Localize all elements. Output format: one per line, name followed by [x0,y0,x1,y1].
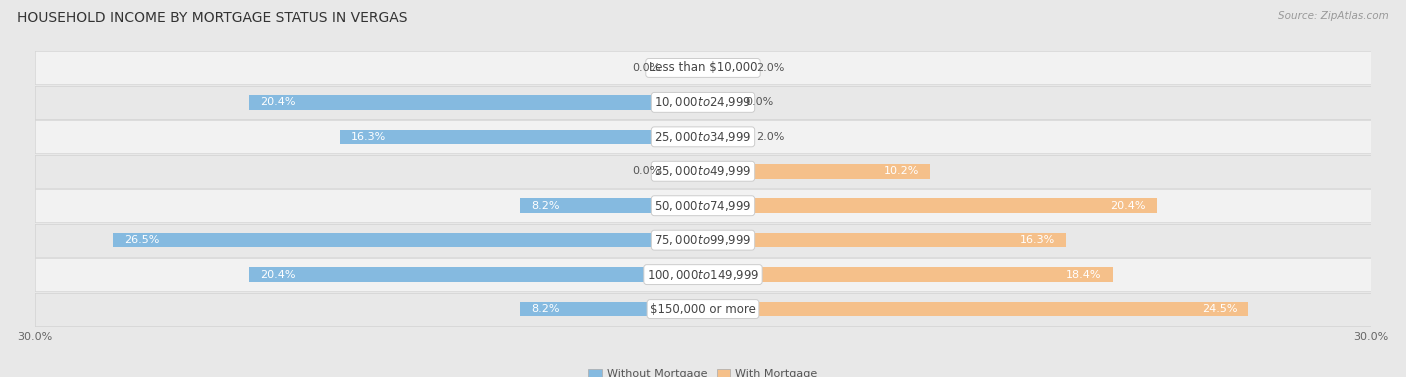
Text: $25,000 to $34,999: $25,000 to $34,999 [654,130,752,144]
Text: $35,000 to $49,999: $35,000 to $49,999 [654,164,752,178]
Bar [35,292,1371,326]
Text: Source: ZipAtlas.com: Source: ZipAtlas.com [1278,11,1389,21]
Text: 24.5%: 24.5% [1202,304,1237,314]
Bar [703,130,748,144]
Bar [249,95,703,110]
Bar [703,164,931,179]
Text: $150,000 or more: $150,000 or more [650,303,756,316]
Text: 0.0%: 0.0% [745,97,773,107]
Bar [703,302,1249,316]
Bar [703,233,1066,247]
Text: 2.0%: 2.0% [756,132,785,142]
Bar [520,198,703,213]
Text: 20.4%: 20.4% [260,270,295,280]
Text: HOUSEHOLD INCOME BY MORTGAGE STATUS IN VERGAS: HOUSEHOLD INCOME BY MORTGAGE STATUS IN V… [17,11,408,25]
Bar [35,85,1371,120]
Text: Less than $10,000: Less than $10,000 [648,61,758,74]
Bar [669,61,703,75]
Bar [35,257,1371,292]
Bar [703,267,1112,282]
Text: 10.2%: 10.2% [883,166,920,176]
Legend: Without Mortgage, With Mortgage: Without Mortgage, With Mortgage [583,365,823,377]
Text: 16.3%: 16.3% [352,132,387,142]
Text: 2.0%: 2.0% [756,63,785,73]
Bar [35,154,1371,188]
Text: 0.0%: 0.0% [633,63,661,73]
Bar [35,188,1371,223]
Text: $75,000 to $99,999: $75,000 to $99,999 [654,233,752,247]
Text: 20.4%: 20.4% [260,97,295,107]
Text: 20.4%: 20.4% [1111,201,1146,211]
Text: $100,000 to $149,999: $100,000 to $149,999 [647,268,759,282]
Bar [703,198,1157,213]
Bar [249,267,703,282]
Bar [520,302,703,316]
Bar [35,223,1371,257]
Bar [340,130,703,144]
Bar [669,164,703,179]
Text: 16.3%: 16.3% [1019,235,1054,245]
Text: $50,000 to $74,999: $50,000 to $74,999 [654,199,752,213]
Bar [703,95,737,110]
Text: 26.5%: 26.5% [124,235,159,245]
Text: 0.0%: 0.0% [633,166,661,176]
Text: $10,000 to $24,999: $10,000 to $24,999 [654,95,752,109]
Bar [703,61,748,75]
Text: 8.2%: 8.2% [531,304,560,314]
Text: 8.2%: 8.2% [531,201,560,211]
Bar [35,51,1371,85]
Bar [112,233,703,247]
Bar [35,120,1371,154]
Text: 18.4%: 18.4% [1066,270,1101,280]
